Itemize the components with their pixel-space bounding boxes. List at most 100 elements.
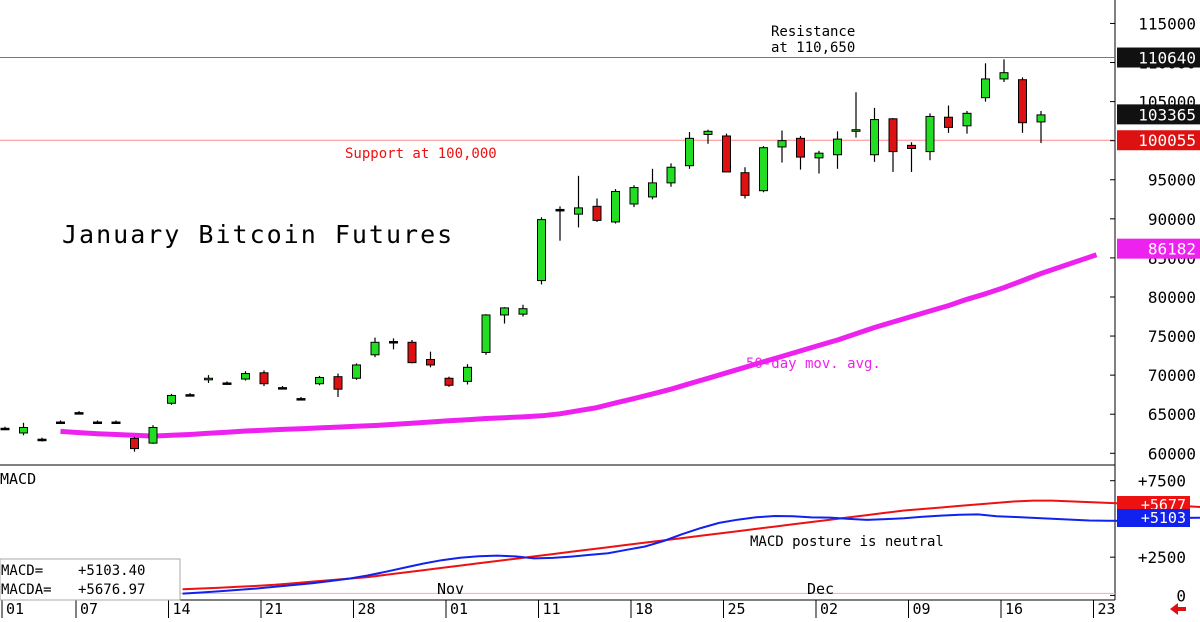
price-tag [1117, 238, 1200, 259]
price-tick-label: 95000 [1148, 171, 1196, 190]
candle-body-up [111, 421, 121, 425]
candle-body-down [426, 358, 435, 366]
readout-box [0, 558, 181, 601]
candle [426, 351, 435, 368]
price-tick-label: 115000 [1138, 14, 1196, 33]
candle-body-up [0, 427, 10, 431]
candle [814, 150, 824, 174]
resistance-annotation-line: Resistance [771, 24, 855, 40]
candle [407, 339, 417, 364]
price-tag-label: 103365 [1138, 105, 1196, 124]
candle-body-up [759, 147, 768, 192]
candle-body-down [907, 144, 916, 149]
candle [907, 142, 916, 172]
macd-tick-label: 0 [1176, 586, 1186, 605]
candle-body-up [74, 412, 84, 415]
candle-body-down [407, 341, 417, 364]
candle [833, 131, 842, 169]
candle [222, 381, 232, 385]
date-tick-label: 02 [820, 600, 838, 618]
price-tag-label: 86182 [1148, 240, 1196, 259]
candle [93, 420, 102, 425]
candle-body-up [389, 341, 398, 344]
candle-body-up [481, 314, 491, 353]
candle-body-up [981, 78, 990, 99]
candle-body-up [296, 398, 306, 401]
date-tick-label: 21 [265, 600, 283, 618]
candle [666, 163, 676, 187]
macd-value-tag-label: +5103 [1141, 509, 1186, 527]
candle-body-up [463, 366, 472, 382]
candle-body-up [19, 426, 28, 434]
candle-body-up [999, 72, 1009, 80]
candle-body-up [37, 438, 47, 442]
candle-body-up [167, 394, 176, 404]
candle [463, 364, 472, 385]
candle-body-down [130, 437, 139, 450]
left-arrow-icon[interactable] [1170, 603, 1186, 615]
candle [518, 304, 528, 317]
candle [611, 189, 620, 224]
candle-body-up [352, 364, 361, 379]
candle [962, 110, 972, 134]
price-tag [1117, 104, 1200, 125]
candle [925, 113, 935, 161]
candle-body-down [944, 116, 953, 128]
candle-body-up [962, 112, 972, 127]
candle-body-up [315, 376, 324, 385]
candle [259, 370, 269, 387]
price-tick-label: 60000 [1148, 444, 1196, 463]
candle [185, 393, 195, 397]
candle [500, 307, 509, 324]
candle [888, 118, 898, 172]
candle-body-down [592, 205, 602, 221]
candle-body-up [241, 373, 250, 380]
candle [944, 105, 953, 133]
candle [241, 371, 250, 381]
candle-body-up [518, 308, 528, 315]
month-label: Nov [437, 580, 464, 598]
candle [19, 422, 28, 436]
candle [278, 386, 287, 390]
macd-readout-label: MACD= [1, 563, 43, 579]
candle [1018, 77, 1027, 133]
resistance-annotation-line: at 110,650 [771, 40, 855, 56]
candle [592, 198, 602, 222]
candle [574, 175, 583, 228]
macda-readout-value: +5676.97 [78, 582, 145, 598]
candle-body-up [222, 382, 232, 385]
candle-body-down [259, 372, 269, 385]
candle-body-up [833, 138, 842, 156]
candle [315, 375, 324, 386]
candle [389, 338, 398, 350]
price-tick-label: 80000 [1148, 288, 1196, 307]
candle-body-up [204, 377, 213, 381]
candle [167, 393, 176, 405]
price-tag [1117, 47, 1200, 68]
candle [0, 426, 10, 431]
candle [333, 373, 343, 398]
candle [703, 129, 713, 144]
macd-tick-label: +2500 [1138, 548, 1186, 567]
candle-body-up [370, 341, 380, 356]
candle [1036, 110, 1046, 144]
candle [537, 217, 546, 285]
candle [648, 168, 657, 200]
date-tick-label: 14 [173, 600, 191, 618]
macd-value-tag [1117, 509, 1190, 527]
candle [37, 437, 47, 442]
price-tick-label: 65000 [1148, 405, 1196, 424]
candle [56, 420, 65, 425]
candle-body-up [925, 115, 935, 153]
candle [796, 135, 805, 170]
moving-average-line [60, 252, 1098, 439]
candle-body-up [685, 137, 694, 167]
date-tick-label: 09 [913, 600, 931, 618]
candle [111, 420, 121, 425]
macd-tick-label: +7500 [1138, 472, 1186, 491]
candle [444, 376, 454, 387]
candle-body-up [56, 421, 65, 425]
date-tick-label: 01 [450, 600, 468, 618]
candle-body-up [148, 426, 158, 444]
candle-body-down [740, 172, 750, 196]
